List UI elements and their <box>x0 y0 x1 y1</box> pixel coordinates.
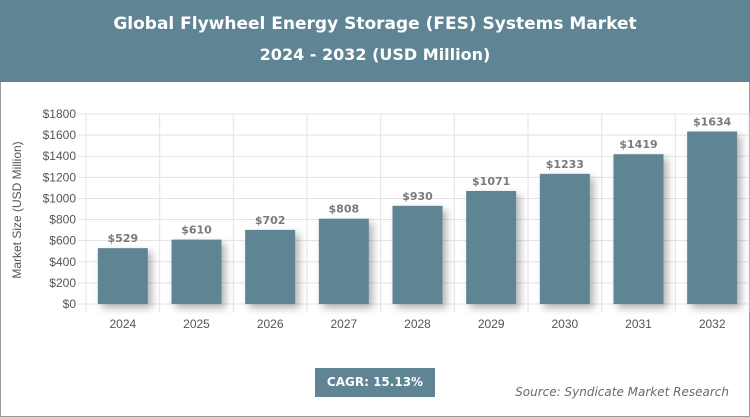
y-tick-label: $1800 <box>43 107 77 121</box>
bar <box>539 173 590 304</box>
data-label: $1233 <box>546 158 584 171</box>
data-label: $702 <box>255 214 286 227</box>
y-tick-label: $0 <box>63 297 77 311</box>
data-label: $1419 <box>619 138 657 151</box>
y-tick-label: $1400 <box>43 149 77 163</box>
y-tick-label: $200 <box>49 276 76 290</box>
data-label: $808 <box>329 203 360 216</box>
x-tick-label: 2032 <box>699 317 726 331</box>
source-note: Source: Syndicate Market Research <box>515 385 729 399</box>
y-tick-label: $800 <box>49 213 76 227</box>
chart-title: Global Flywheel Energy Storage (FES) Sys… <box>113 14 637 34</box>
y-axis-label: Market Size (USD Million) <box>10 141 24 278</box>
y-tick-label: $600 <box>49 234 76 248</box>
x-tick-label: 2025 <box>183 317 210 331</box>
data-label: $529 <box>108 232 139 245</box>
y-tick-label: $1600 <box>43 128 77 142</box>
y-tick-label: $1000 <box>43 191 77 205</box>
x-tick-label: 2026 <box>257 317 284 331</box>
bar <box>392 205 443 304</box>
bar <box>245 229 296 304</box>
bar <box>613 154 664 304</box>
x-tick-label: 2030 <box>551 317 578 331</box>
cagr-badge: CAGR: 15.13% <box>315 368 435 397</box>
chart-subtitle: 2024 - 2032 (USD Million) <box>259 45 491 64</box>
x-tick-label: 2024 <box>109 317 136 331</box>
bar <box>318 218 369 304</box>
data-label: $930 <box>402 190 433 203</box>
data-label: $610 <box>181 224 212 237</box>
data-label: $1071 <box>472 175 510 188</box>
bar <box>171 239 222 304</box>
data-label: $1634 <box>693 116 732 129</box>
x-tick-label: 2029 <box>478 317 505 331</box>
x-tick-label: 2028 <box>404 317 431 331</box>
bar <box>97 248 148 304</box>
y-tick-label: $400 <box>49 255 76 269</box>
x-tick-label: 2031 <box>625 317 652 331</box>
bar <box>687 131 738 304</box>
chart-header: Global Flywheel Energy Storage (FES) Sys… <box>0 0 750 82</box>
y-tick-label: $1200 <box>43 170 77 184</box>
bar <box>466 190 517 304</box>
x-tick-label: 2027 <box>330 317 357 331</box>
